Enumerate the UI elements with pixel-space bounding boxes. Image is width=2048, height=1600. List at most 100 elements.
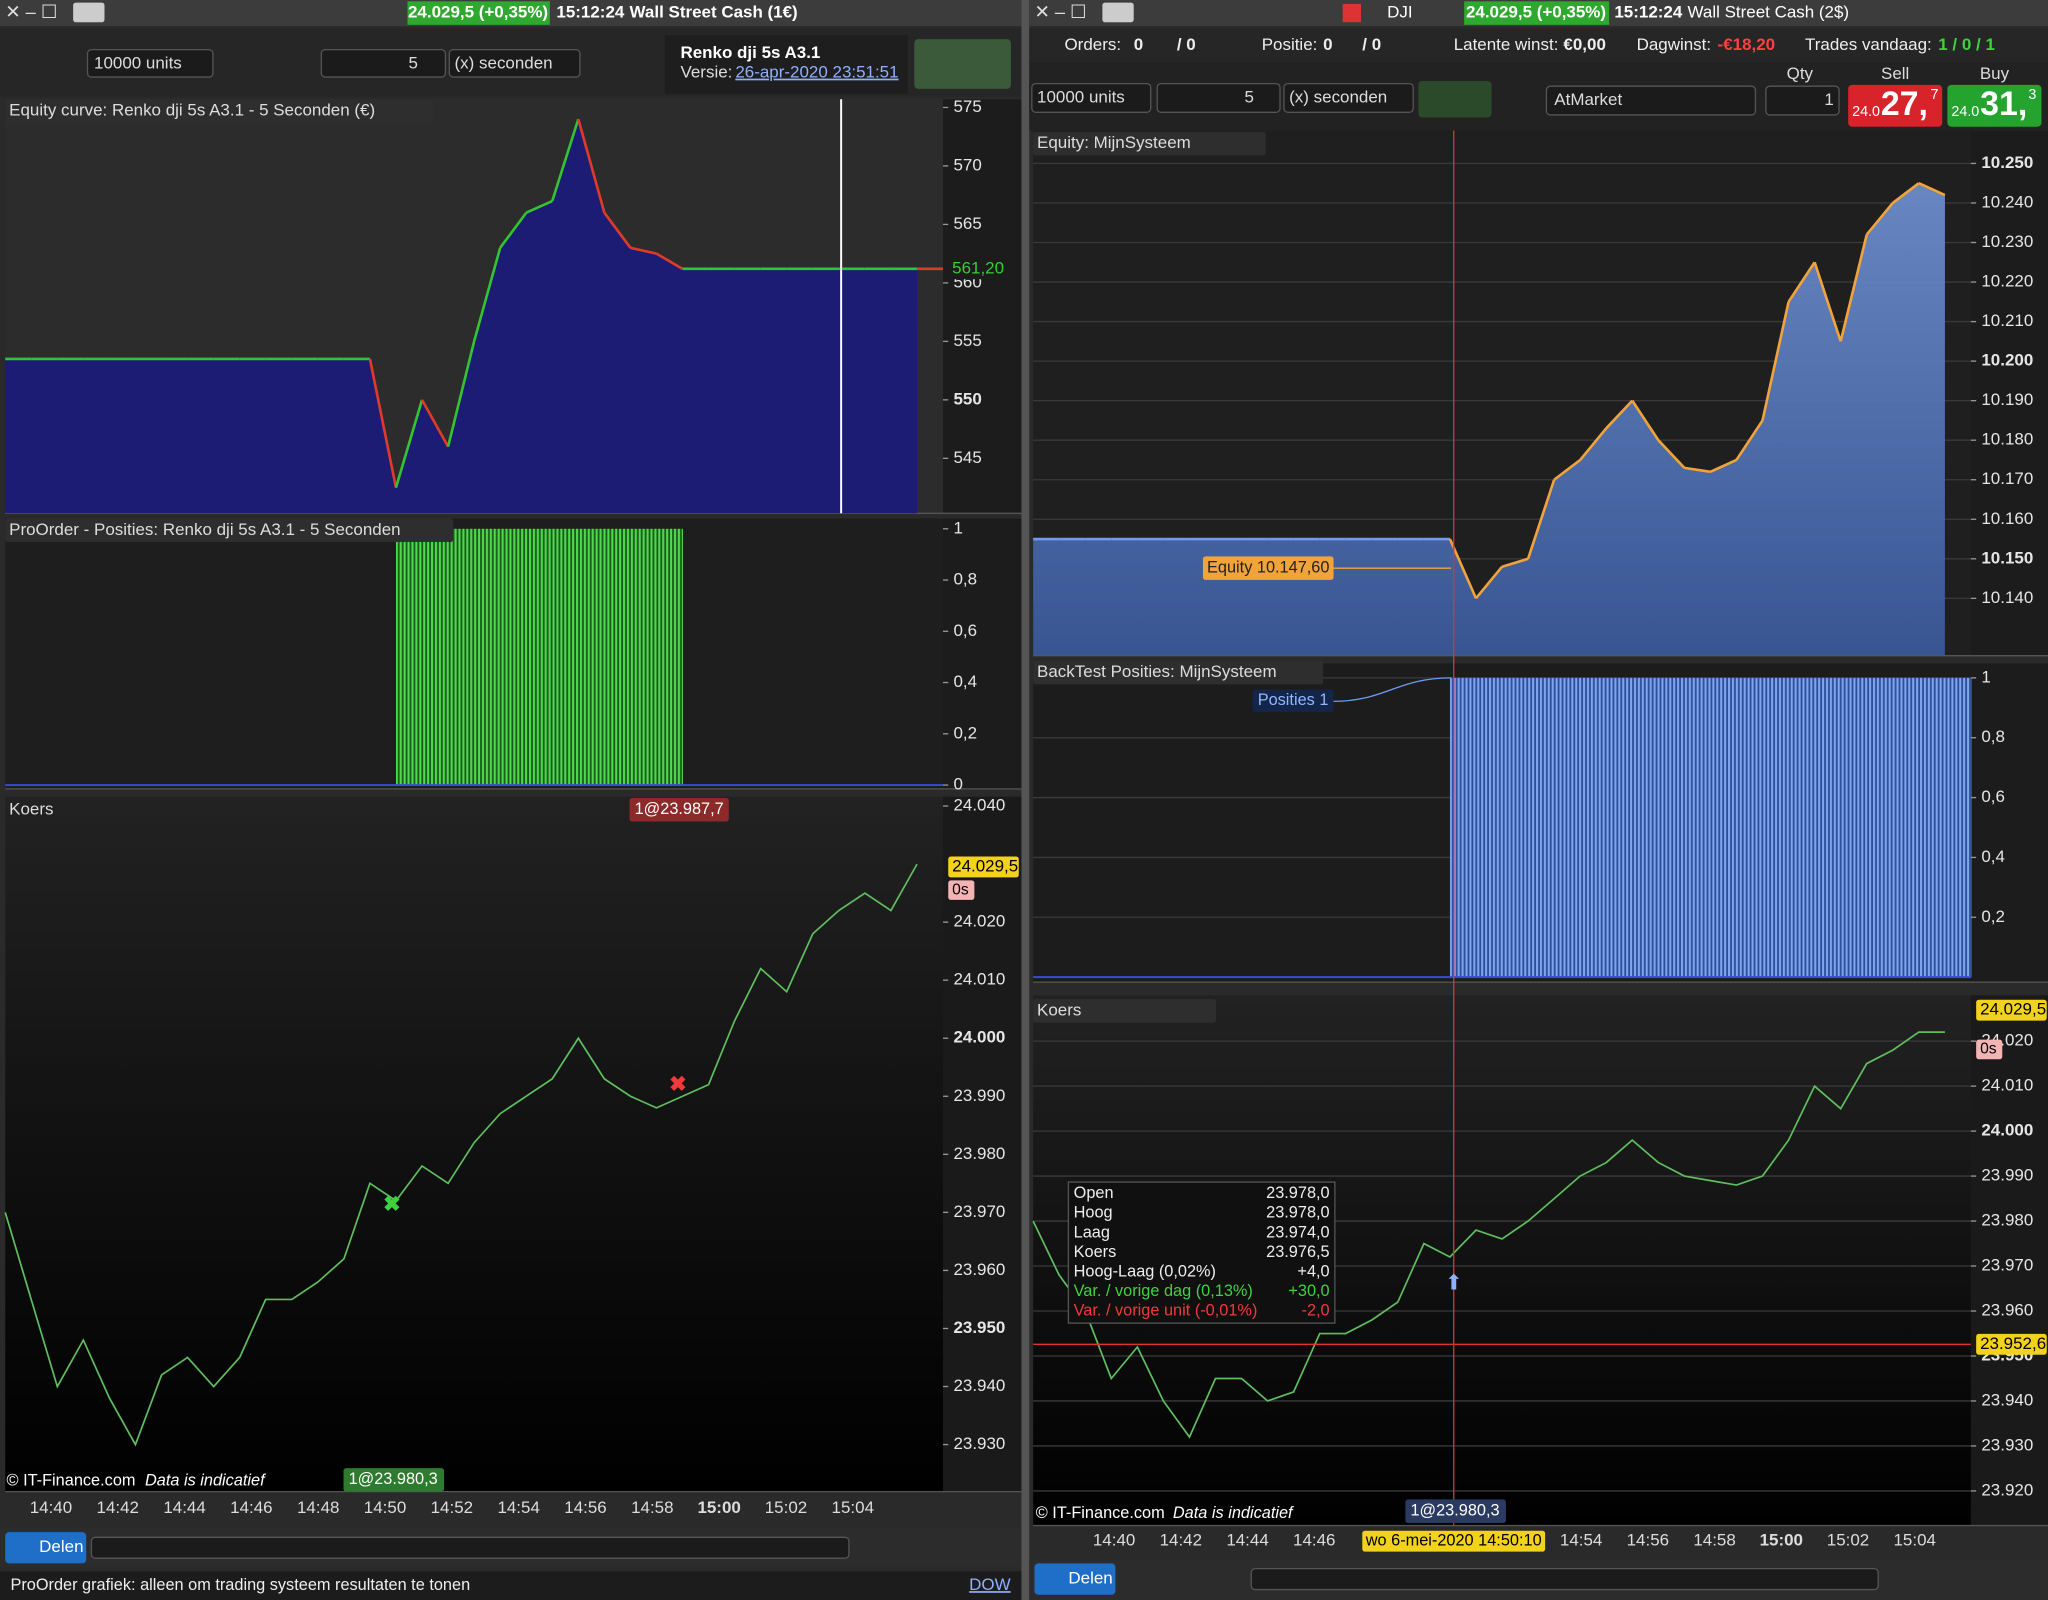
x-tick-label: 14:42 (1160, 1531, 1202, 1550)
equity-line (577, 118, 606, 214)
y-tick-label: 23.980 (1981, 1211, 2033, 1230)
sell-button[interactable] (1848, 84, 1943, 127)
period-input[interactable] (320, 48, 447, 78)
indicator-button[interactable] (1418, 80, 1492, 118)
keyboard-icon[interactable] (1102, 2, 1134, 23)
position-bar (526, 528, 553, 786)
label: Wall Street Cash (1€) (630, 3, 798, 22)
label: Versie: (680, 63, 732, 82)
equity-line (1657, 439, 1686, 469)
keyboard-icon[interactable] (73, 2, 105, 23)
pane-title: ProOrder - Posities: Renko dji 5s A3.1 -… (9, 520, 400, 539)
position-bar (1606, 677, 1633, 978)
position-bar (1840, 677, 1868, 978)
splitter[interactable] (1021, 0, 1030, 1600)
label: Koers (1074, 1243, 1117, 1261)
label: €0,00 (1563, 35, 1605, 54)
label: AtMarket (1554, 90, 1622, 109)
label-box (1976, 1039, 2003, 1060)
entry-arrow: ⬆ (1445, 1271, 1463, 1294)
y-tick-label: 0,6 (953, 621, 977, 640)
window-controls[interactable]: ✕ – ☐ (5, 1, 57, 22)
link[interactable]: DOW (969, 1575, 1010, 1594)
position-bar (1710, 677, 1737, 978)
position-bar (448, 528, 475, 786)
period-unit-select[interactable] (448, 48, 581, 78)
equity-line (1865, 202, 1894, 236)
label-box (1405, 1499, 1506, 1523)
equity-area (1033, 183, 1945, 656)
label: Positie: (1262, 35, 1318, 54)
x-tick-label: 14:52 (431, 1498, 473, 1517)
y-tick-label: 550 (953, 389, 981, 408)
equity-line (1735, 419, 1764, 461)
equity-line (630, 246, 657, 255)
order-type-select[interactable] (1545, 85, 1757, 116)
label-box (948, 880, 975, 900)
equity-line (1579, 427, 1608, 461)
y-tick-label: 24.010 (953, 970, 1005, 989)
label: +4,0 (1297, 1262, 1329, 1280)
version-link[interactable]: 26-apr-2020 23:51:51 (735, 63, 898, 82)
y-tick-label: 23.970 (1981, 1256, 2033, 1275)
y-tick-label: 10.160 (1981, 509, 2033, 528)
x-tick-label: 15:04 (1893, 1531, 1935, 1550)
equity-line (655, 252, 684, 270)
label: +30,0 (1288, 1282, 1329, 1300)
label: © IT-Finance.com (1036, 1504, 1165, 1522)
units-select[interactable] (1031, 82, 1152, 113)
price-line (4, 863, 918, 1447)
x-tick-label: 14:46 (230, 1498, 272, 1517)
tooltip (1067, 1181, 1336, 1324)
label: Wall Street Cash (2$) (1688, 3, 1850, 22)
label: 23.976,5 (1266, 1243, 1330, 1261)
position-bar (1554, 677, 1581, 978)
label-box (1202, 556, 1334, 580)
label: 24.0 (1852, 104, 1880, 120)
window-controls[interactable]: ✕ – ☐ (1034, 1, 1086, 22)
y-tick-label: 23.930 (953, 1434, 1005, 1453)
share-label[interactable]: Delen (39, 1537, 83, 1556)
equity-area (5, 119, 918, 514)
label-box (343, 1468, 445, 1492)
price-line (1032, 1031, 1945, 1439)
label: 23.952,6 (1980, 1334, 2046, 1353)
share-label[interactable]: Delen (1068, 1569, 1112, 1588)
equity-line (1709, 458, 1738, 474)
y-tick-label: 1 (1981, 667, 1990, 686)
y-tick-label: 23.930 (1981, 1435, 2033, 1454)
symbol-icon[interactable] (1342, 3, 1361, 23)
quote-badge (407, 1, 550, 25)
equity-line (1474, 565, 1504, 600)
equity-line (472, 247, 502, 342)
label: 23.978,0 (1266, 1204, 1330, 1222)
label: wo 6-mei-2020 14:50:10 (1365, 1532, 1542, 1550)
y-tick-label: 565 (953, 214, 981, 233)
status-bar (1029, 28, 2048, 63)
label-box (948, 856, 1019, 878)
scroll-track[interactable] (90, 1536, 850, 1559)
buy-button[interactable] (1947, 84, 2042, 127)
y-tick-label: 575 (953, 97, 981, 116)
price-axis (943, 99, 1022, 514)
label: 23.978,0 (1266, 1184, 1330, 1202)
label: / 0 (1362, 35, 1381, 54)
price-axis (1970, 130, 2048, 656)
pane-title-bar (1033, 999, 1216, 1023)
position-bar (1788, 677, 1816, 978)
position-bar (422, 528, 449, 786)
x-tick-label: 14:40 (30, 1498, 72, 1517)
x-tick-label: 14:44 (1226, 1531, 1268, 1550)
share-button[interactable] (1034, 1563, 1116, 1595)
label: Sell (1881, 64, 1909, 83)
scroll-track[interactable] (1250, 1568, 1879, 1591)
proorder-icon[interactable] (914, 39, 1011, 89)
period-input[interactable] (1156, 82, 1281, 113)
share-button[interactable] (5, 1532, 87, 1564)
x-tick-label: 15:04 (832, 1498, 874, 1517)
period-unit-select[interactable] (1283, 82, 1414, 113)
qty-input[interactable] (1765, 85, 1840, 116)
y-tick-label: 23.990 (953, 1086, 1005, 1105)
y-tick-label: 0 (953, 775, 962, 794)
units-select[interactable] (86, 48, 214, 78)
